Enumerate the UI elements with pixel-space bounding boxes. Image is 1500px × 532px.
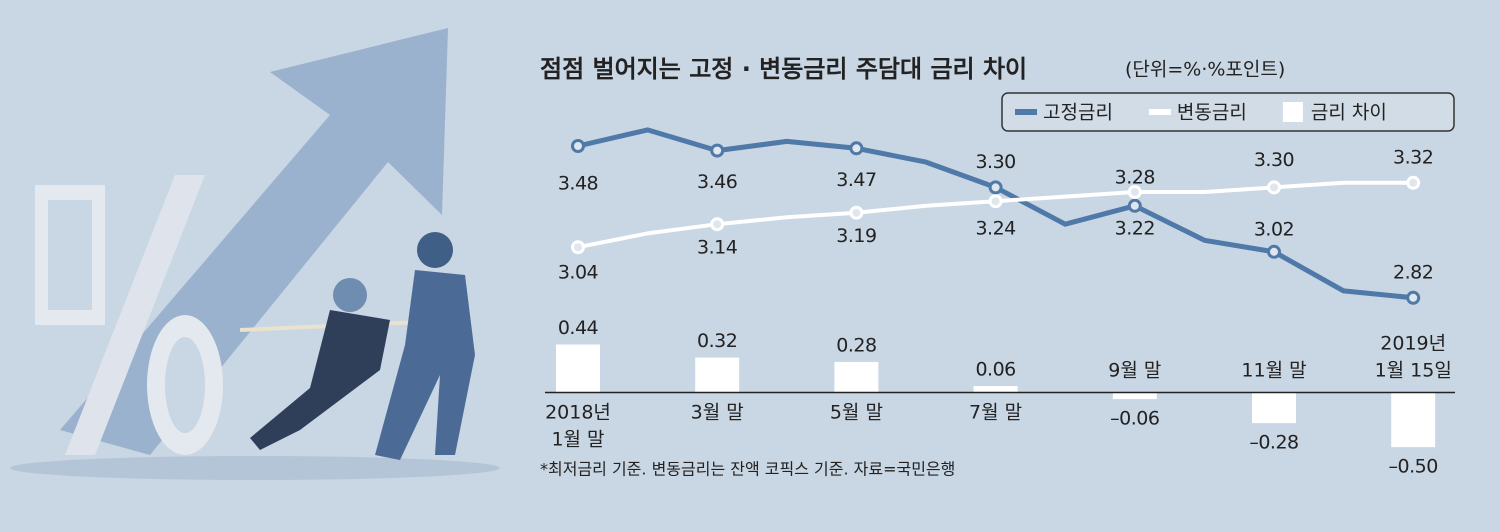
point (571, 240, 585, 255)
person-head (417, 232, 453, 268)
point (1267, 180, 1281, 195)
point (849, 141, 864, 156)
point-value-label: 3.14 (697, 237, 738, 259)
legend-label: 고정금리 (1043, 102, 1113, 124)
chart-subtitle: (단위=%·%포인트) (1125, 59, 1285, 81)
chart-title: 점점 벌어지는 고정 · 변동금리 주담대 금리 차이 (540, 55, 1027, 83)
point (571, 139, 585, 153)
point-value-label: 2.82 (1393, 261, 1433, 283)
point (710, 217, 725, 232)
x-tick-label: 11월 말 (1241, 359, 1306, 381)
point-value-label: 3.48 (558, 173, 598, 195)
point-value-label: 3.22 (1115, 217, 1155, 239)
person-body (375, 270, 475, 460)
bar (973, 385, 1018, 393)
bar-value-label: –0.06 (1110, 408, 1159, 430)
point (1406, 175, 1421, 190)
point (849, 205, 864, 220)
point (988, 194, 1003, 209)
point-value-label: 3.47 (836, 169, 876, 191)
legend-label: 금리 차이 (1311, 102, 1387, 124)
person-head (333, 278, 367, 312)
x-tick-label: 9월 말 (1108, 359, 1161, 381)
point (1267, 244, 1281, 259)
footnote: *최저금리 기준. 변동금리는 잔액 코픽스 기준. 자료=국민은행 (540, 460, 955, 479)
bar (834, 361, 879, 393)
x-tick-label: 2018년 1월 말 (545, 401, 611, 450)
x-tick-label: 3월 말 (691, 401, 744, 423)
x-tick-label: 5월 말 (830, 401, 883, 423)
point-value-label: 3.24 (975, 218, 1016, 240)
x-tick-label: 7월 말 (969, 401, 1022, 423)
bar (1252, 392, 1296, 424)
illustration (10, 28, 500, 480)
bar (1391, 392, 1436, 448)
point (710, 143, 725, 158)
percent-hole (165, 337, 205, 433)
point (1127, 198, 1142, 213)
percent-zero-top (35, 185, 105, 325)
point (988, 180, 1003, 195)
bar-value-label: –0.28 (1249, 432, 1298, 454)
point-value-label: 3.30 (975, 151, 1015, 173)
point-value-label: 3.19 (836, 225, 876, 247)
bar (695, 357, 740, 393)
bar-value-label: 0.44 (558, 317, 599, 339)
bar (1112, 392, 1157, 400)
point-value-label: 3.30 (1254, 149, 1294, 171)
point-value-label: 3.28 (1115, 167, 1155, 189)
legend-swatch (1282, 102, 1303, 122)
percent-slash (65, 175, 205, 455)
point (1127, 185, 1142, 199)
person-body (250, 310, 390, 450)
point-value-label: 3.46 (697, 171, 737, 193)
bar-value-label: –0.50 (1389, 456, 1438, 478)
point (1406, 290, 1421, 305)
point-value-label: 3.02 (1254, 218, 1294, 240)
legend-label: 변동금리 (1177, 102, 1247, 124)
point-value-label: 3.32 (1393, 146, 1433, 168)
ground (10, 456, 500, 480)
bar-value-label: 0.06 (975, 358, 1015, 380)
point-value-label: 3.04 (558, 262, 599, 284)
bar-value-label: 0.32 (697, 330, 737, 352)
legend-box (1001, 92, 1455, 132)
bar-value-label: 0.28 (836, 334, 876, 356)
x-tick-label: 2019년 1월 15일 (1375, 332, 1452, 381)
bar (556, 344, 600, 393)
